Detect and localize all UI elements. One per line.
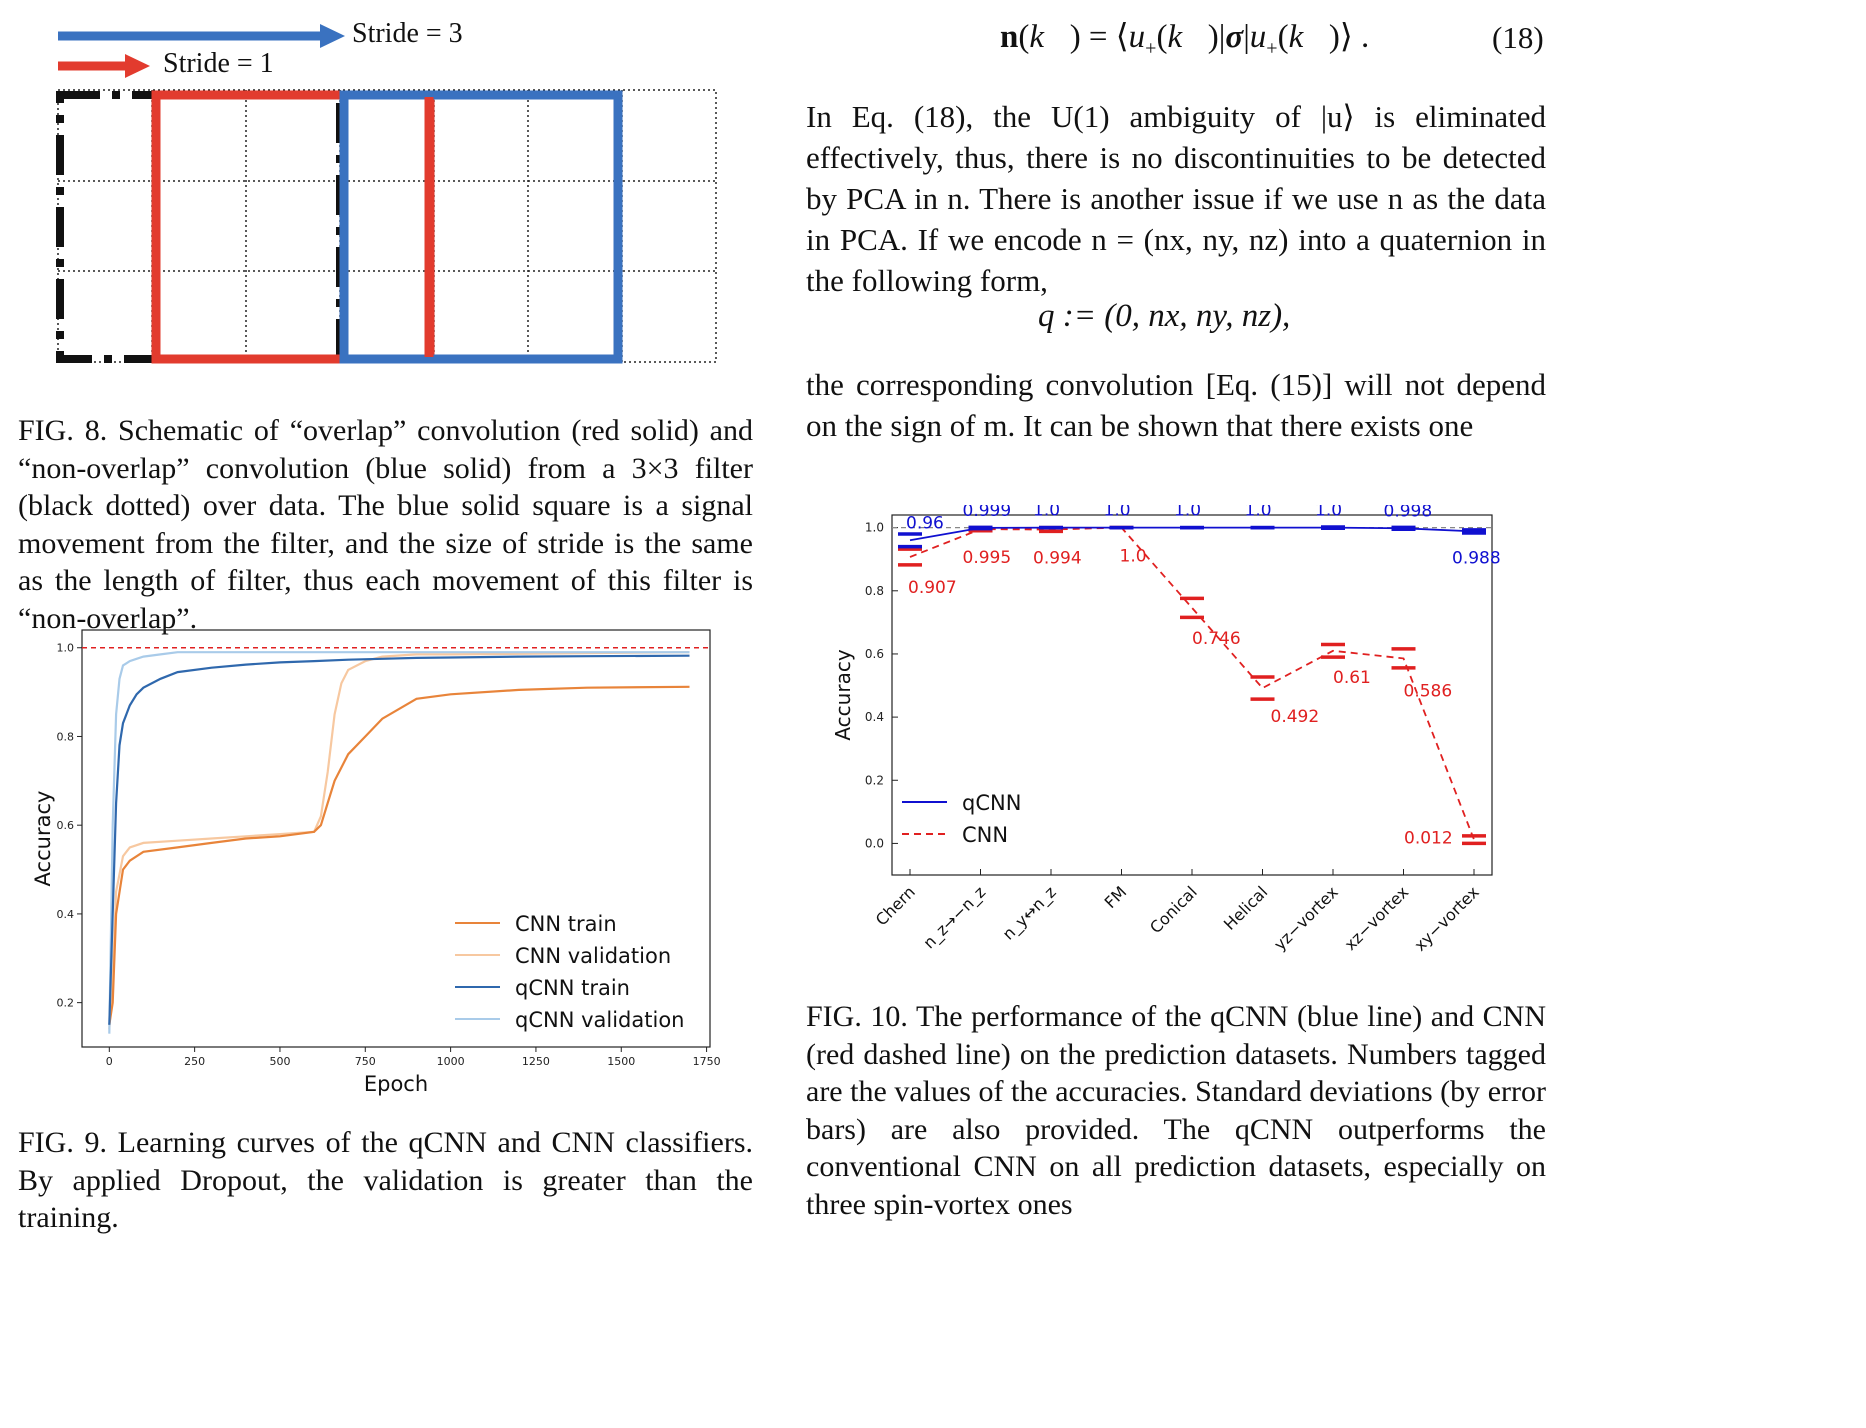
fig9-caption: FIG. 9. Learning curves of the qCNN and … [18, 1126, 753, 1234]
fig9-legend-label: qCNN validation [515, 1008, 684, 1032]
fig10-data-label-qcnn: 1.0 [1104, 505, 1131, 521]
fig10-ytick-label: 0.6 [865, 647, 884, 661]
fig9-chart: 0 250 500 750 1000 1250 1500 1750 0.2 0.4 0.6 0.8 1.… [31, 629, 720, 1096]
stride3-label: Stride = 3 [352, 18, 463, 49]
fig10-data-label-cnn: 0.746 [1192, 629, 1241, 649]
fig9-xtick-label: 1750 [693, 1055, 720, 1068]
fig9-series-line [108, 654, 690, 1025]
fig10-data-label-qcnn: 0.998 [1384, 505, 1433, 521]
fig10-xtick-label: xy−vortex [1410, 882, 1482, 954]
fig10-ytick-label: 0.8 [865, 584, 884, 598]
fig10-data-label-cnn: 0.61 [1333, 668, 1371, 688]
fig9-xtick-label: 250 [184, 1055, 205, 1068]
non-overlap-square [339, 90, 623, 364]
fig10-xtick-label: n_z→−n_z [919, 882, 990, 953]
fig10-chart: 0.0 0.2 0.4 0.6 0.8 1.0 Accuracy Chern n_z→−n_z n… [831, 505, 1501, 955]
fig10-data-label-qcnn: 0.96 [906, 513, 944, 533]
stride1-arrowhead-icon [125, 54, 150, 78]
equation-18-number: (18) [1492, 20, 1544, 55]
fig9-ytick-label: 0.2 [57, 997, 75, 1010]
overlap-square [151, 90, 435, 364]
fig10-data-label-cnn: 0.012 [1404, 829, 1453, 849]
equation-q: q := (0, nx, ny, nz), [1038, 298, 1291, 334]
fig9-xtick-label: 1000 [437, 1055, 465, 1068]
fig10-xtick-label: n_y↔n_z [999, 882, 1061, 944]
fig10-legend-label: qCNN [962, 791, 1021, 815]
fig10-data-label-cnn: 1.0 [1120, 547, 1147, 567]
fig8-schematic [56, 24, 717, 364]
fig9-xtick-label: 0 [106, 1055, 113, 1068]
fig10-data-label-cnn: 0.994 [1033, 549, 1082, 569]
paragraph-1: In Eq. (18), the U(1) ambiguity of |u⟩ i… [806, 99, 1546, 298]
fig10-ytick-label: 0.4 [865, 710, 884, 724]
fig10-xtick-label: Conical [1146, 882, 1201, 937]
fig10-xtick-label: xz−vortex [1341, 882, 1413, 954]
fig8-caption: FIG. 8. Schematic of “overlap” convoluti… [18, 414, 753, 635]
fig10-ytick-label: 1.0 [865, 521, 884, 535]
fig9-xtick-label: 750 [355, 1055, 376, 1068]
fig9-plot-frame [81, 629, 711, 1048]
fig10-xtick-label: FM [1101, 882, 1131, 912]
fig10-plot-frame [891, 514, 1493, 876]
fig10-ytick-label: 0.2 [865, 773, 884, 787]
fig10-ytick-label: 0.0 [865, 836, 884, 850]
fig10-data-label-qcnn: 0.999 [963, 505, 1012, 521]
fig10-data-label-qcnn: 1.0 [1245, 505, 1272, 521]
fig10-legend-label: CNN [962, 823, 1008, 847]
fig10-data-label-qcnn: 1.0 [1315, 505, 1342, 521]
fig10-data-label-cnn: 0.586 [1404, 681, 1453, 701]
fig10-data-label-qcnn: 1.0 [1174, 505, 1201, 521]
fig9-legend-label: CNN validation [515, 944, 671, 968]
fig9-ytick-label: 0.8 [57, 730, 75, 743]
fig10-xtick-label: Chern [872, 882, 919, 929]
fig9-series-line [108, 651, 690, 1034]
fig10-data-label-cnn: 0.492 [1271, 707, 1320, 727]
fig9-ytick-label: 0.4 [57, 908, 75, 921]
fig10-xtick-label: Helical [1220, 882, 1271, 933]
fig9-ytick-label: 1.0 [57, 642, 75, 655]
fig10-caption: FIG. 10. The performance of the qCNN (bl… [806, 1000, 1546, 1221]
fig9-series-line [108, 685, 690, 1025]
fig10-data-label-cnn: 0.995 [963, 548, 1012, 568]
fig9-xtick-label: 1250 [522, 1055, 550, 1068]
fig9-xtick-label: 500 [269, 1055, 290, 1068]
stride3-arrowhead-icon [320, 24, 345, 48]
fig9-xlabel: Epoch [364, 1072, 428, 1096]
fig10-xtick-label: yz−vortex [1270, 882, 1342, 954]
fig9-xtick-label: 1500 [607, 1055, 635, 1068]
fig9-ytick-label: 0.6 [57, 819, 75, 832]
fig10-series-line [909, 526, 1475, 840]
fig10-ylabel: Accuracy [831, 649, 855, 740]
fig10-data-label-qcnn: 0.988 [1452, 548, 1501, 568]
fig9-legend-label: CNN train [515, 912, 617, 936]
fig10-data-label-qcnn: 1.0 [1033, 505, 1060, 521]
paragraph-2: the corresponding convolution [Eq. (15)]… [806, 367, 1546, 443]
fig9-legend-label: qCNN train [515, 976, 630, 1000]
filter-square [56, 91, 344, 363]
fig10-data-label-cnn: 0.907 [908, 578, 957, 598]
stride1-label: Stride = 1 [163, 48, 274, 79]
fig9-ylabel: Accuracy [31, 791, 55, 887]
equation-18: n(k⃗) = ⟨u+(k⃗)|σ|u+(k⃗)⟩ . [1000, 19, 1370, 60]
